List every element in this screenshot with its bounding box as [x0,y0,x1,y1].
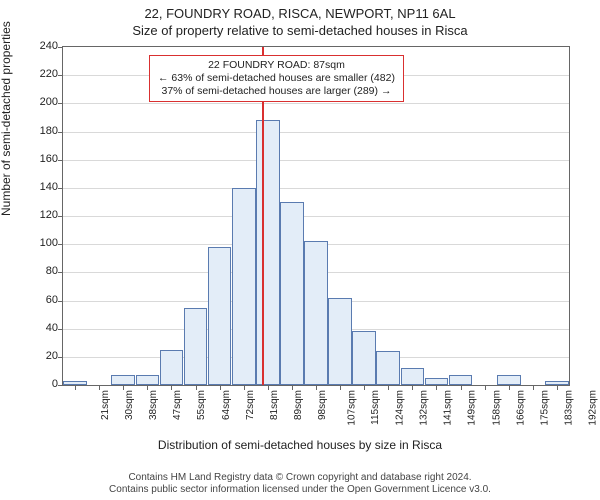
xtick-label: 72sqm [245,390,256,420]
xtick-mark [364,385,365,390]
ytick-label: 200 [24,96,58,108]
xtick-label: 55sqm [196,390,207,420]
xtick-label: 149sqm [467,390,478,426]
ytick-label: 60 [24,294,58,306]
annotation-line2: ← 63% of semi-detached houses are smalle… [158,72,395,85]
xtick-label: 107sqm [347,390,358,426]
chart-container: 22, FOUNDRY ROAD, RISCA, NEWPORT, NP11 6… [0,0,600,500]
xtick-label: 183sqm [563,390,574,426]
xtick-label: 132sqm [419,390,430,426]
histogram-bar [208,247,232,385]
footer-line2: Contains public sector information licen… [0,484,600,496]
xtick-label: 158sqm [491,390,502,426]
plot-area: 22 FOUNDRY ROAD: 87sqm ← 63% of semi-det… [62,46,570,386]
annotation-line3: 37% of semi-detached houses are larger (… [158,85,395,98]
xtick-label: 166sqm [515,390,526,426]
ytick-label: 100 [24,237,58,249]
ytick-label: 80 [24,265,58,277]
chart-subtitle: Size of property relative to semi-detach… [0,21,600,38]
xtick-mark [509,385,510,390]
annotation-line1: 22 FOUNDRY ROAD: 87sqm [158,59,395,72]
xtick-label: 98sqm [317,390,328,420]
footer-attribution: Contains HM Land Registry data © Crown c… [0,472,600,496]
xtick-mark [533,385,534,390]
ytick-label: 160 [24,153,58,165]
histogram-bar [401,368,425,385]
xtick-mark [412,385,413,390]
histogram-bar [111,375,135,385]
histogram-bar [425,378,449,385]
xtick-mark [340,385,341,390]
histogram-bar [304,241,328,385]
chart-title-address: 22, FOUNDRY ROAD, RISCA, NEWPORT, NP11 6… [0,0,600,21]
ytick-label: 20 [24,350,58,362]
xtick-mark [388,385,389,390]
xtick-label: 64sqm [221,390,232,420]
ytick-label: 0 [24,378,58,390]
histogram-bar [256,120,280,385]
ytick-label: 40 [24,322,58,334]
histogram-bar [376,351,400,385]
histogram-bar [352,331,376,385]
xtick-label: 141sqm [443,390,454,426]
xtick-mark [75,385,76,390]
footer-line1: Contains HM Land Registry data © Crown c… [0,472,600,484]
xtick-label: 175sqm [539,390,550,426]
xtick-label: 30sqm [124,390,135,420]
annotation-box: 22 FOUNDRY ROAD: 87sqm ← 63% of semi-det… [149,55,404,102]
ytick-label: 220 [24,68,58,80]
histogram-bar [497,375,521,385]
histogram-bar [184,308,208,385]
ytick-label: 240 [24,40,58,52]
xtick-label: 47sqm [172,390,183,420]
xtick-label: 38sqm [148,390,159,420]
xtick-mark [557,385,558,390]
histogram-bar [449,375,473,385]
xtick-label: 115sqm [370,390,381,425]
xtick-mark [485,385,486,390]
histogram-bar [280,202,304,385]
histogram-bar [136,375,160,385]
xtick-mark [436,385,437,390]
xtick-label: 81sqm [269,390,280,420]
xtick-label: 124sqm [395,390,406,426]
histogram-bar [328,298,352,385]
ytick-mark [58,385,63,386]
histogram-bar [232,188,256,385]
ytick-label: 140 [24,181,58,193]
xtick-label: 89sqm [293,390,304,420]
xtick-label: 21sqm [100,390,111,420]
y-axis-label: Number of semi-detached properties [0,21,13,216]
x-axis-label: Distribution of semi-detached houses by … [0,438,600,452]
histogram-bar [160,350,184,385]
xtick-label: 192sqm [588,390,599,426]
ytick-label: 120 [24,209,58,221]
ytick-label: 180 [24,125,58,137]
xtick-mark [461,385,462,390]
